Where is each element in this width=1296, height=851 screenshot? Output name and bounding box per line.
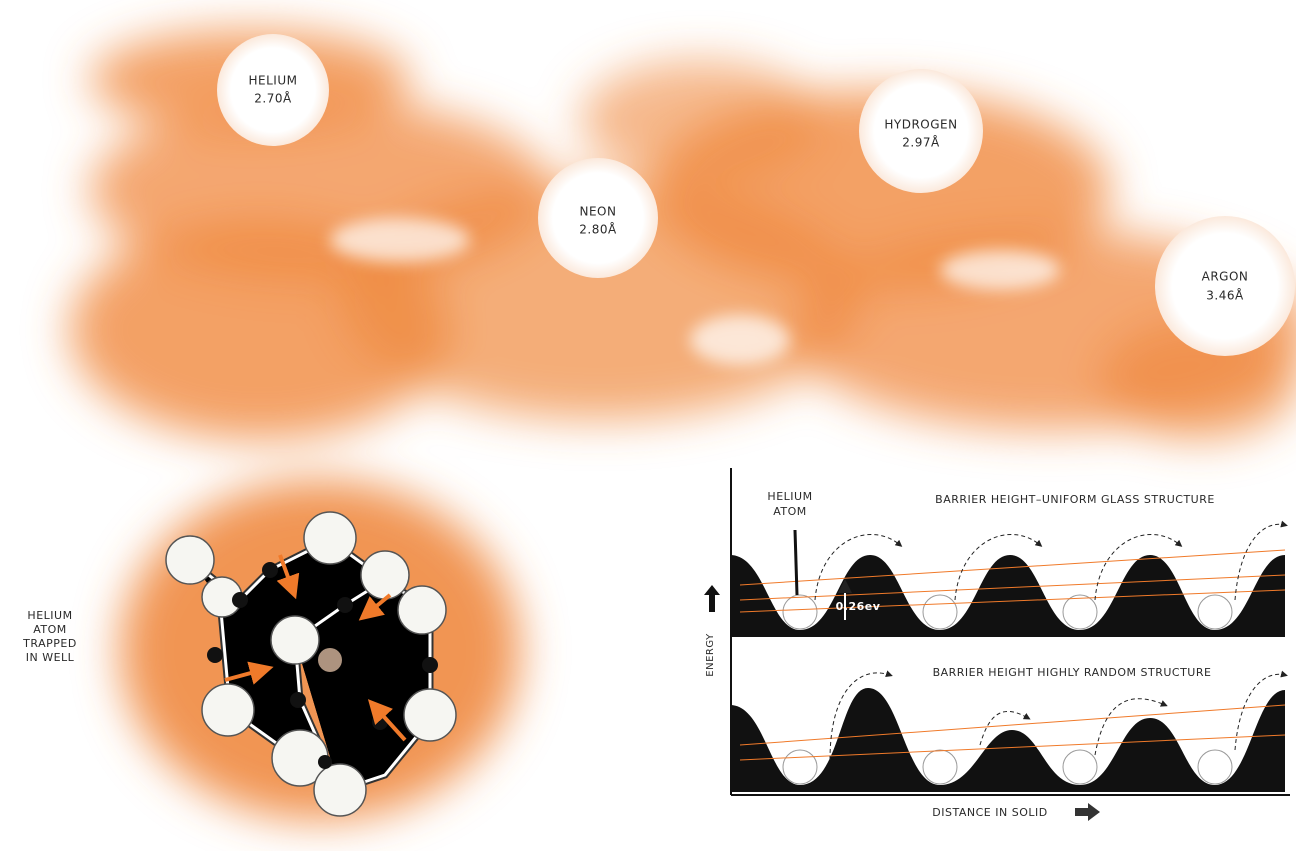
shape bbox=[262, 562, 278, 578]
shape bbox=[690, 315, 790, 365]
shape bbox=[290, 692, 306, 708]
shape bbox=[404, 689, 456, 741]
trapped-label: HELIUM bbox=[27, 609, 72, 622]
random-title: BARRIER HEIGHT HIGHLY RANDOM STRUCTURE bbox=[933, 666, 1212, 679]
shape bbox=[202, 684, 254, 736]
helium-sphere bbox=[217, 34, 329, 146]
shape bbox=[304, 512, 356, 564]
atom-name: HELIUM bbox=[249, 74, 298, 88]
shape bbox=[337, 597, 353, 613]
shape bbox=[207, 647, 223, 663]
shape bbox=[361, 551, 409, 599]
barrier-value: 0.26ev bbox=[836, 600, 881, 613]
shape bbox=[1075, 803, 1100, 821]
helium-atom-label: ATOM bbox=[773, 505, 807, 518]
shape bbox=[795, 530, 797, 595]
atom-size: 3.46Å bbox=[1206, 288, 1244, 303]
trapped-label: IN WELL bbox=[26, 651, 75, 664]
atom-name: NEON bbox=[580, 205, 617, 219]
atom-size: 2.70Å bbox=[254, 91, 292, 106]
shape bbox=[314, 764, 366, 816]
shape bbox=[1198, 595, 1232, 629]
trapped-label: TRAPPED bbox=[22, 637, 77, 650]
shape bbox=[166, 536, 214, 584]
shape bbox=[422, 657, 438, 673]
atom-name: ARGON bbox=[1202, 270, 1249, 284]
shape bbox=[704, 585, 720, 612]
shape bbox=[318, 648, 342, 672]
argon-sphere bbox=[1155, 216, 1295, 356]
illustration: HELIUM 2.70Å NEON 2.80Å HYDROGEN 2.97Å A… bbox=[0, 0, 1296, 851]
uniform-barriers bbox=[730, 555, 1285, 637]
shape bbox=[923, 595, 957, 629]
shape bbox=[940, 250, 1060, 290]
shape bbox=[232, 592, 248, 608]
x-axis-label: DISTANCE IN SOLID bbox=[932, 806, 1047, 819]
shape bbox=[1198, 750, 1232, 784]
shape bbox=[1063, 750, 1097, 784]
trapped-label: ATOM bbox=[33, 623, 67, 636]
shape bbox=[923, 750, 957, 784]
shape bbox=[398, 586, 446, 634]
shape bbox=[1063, 595, 1097, 629]
atom-size: 2.80Å bbox=[579, 222, 617, 237]
y-axis-label: ENERGY bbox=[705, 633, 716, 677]
shape bbox=[271, 616, 319, 664]
shape bbox=[783, 750, 817, 784]
shape bbox=[330, 218, 470, 262]
helium-atom-label: HELIUM bbox=[767, 490, 812, 503]
uniform-title: BARRIER HEIGHT–UNIFORM GLASS STRUCTURE bbox=[935, 493, 1215, 506]
energy-diagram bbox=[704, 468, 1290, 821]
shape bbox=[783, 595, 817, 629]
atom-size: 2.97Å bbox=[902, 135, 940, 150]
atom-name: HYDROGEN bbox=[884, 118, 957, 132]
shape bbox=[318, 755, 332, 769]
